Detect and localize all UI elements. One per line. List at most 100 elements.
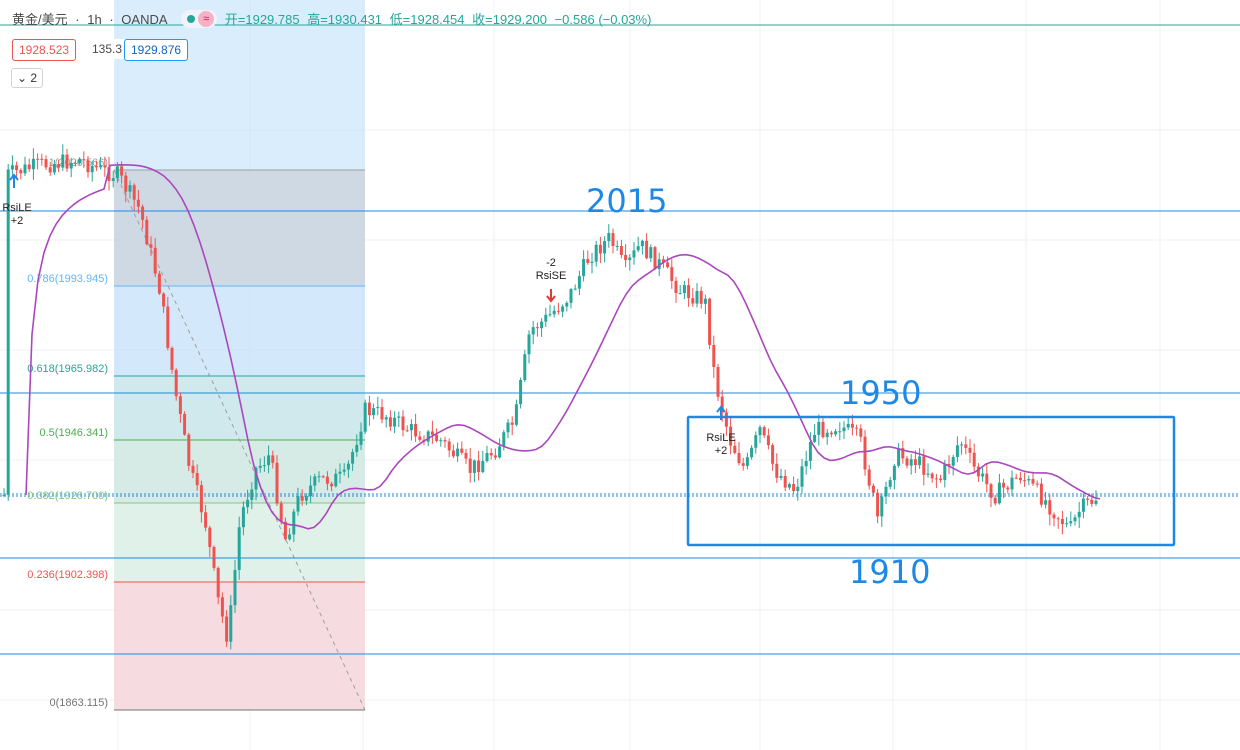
candle-body [855,427,859,429]
candle-body [1035,483,1039,485]
fib-retracement[interactable] [113,0,366,711]
candle-body [376,407,380,409]
candle-body [40,158,44,160]
candle-body [397,416,401,418]
candle-body [783,476,787,488]
candle-body [628,257,632,261]
candle-body [552,310,556,315]
candle-body [124,175,128,192]
market-status-toggle[interactable]: ≈ [181,9,218,28]
candle-body [481,461,485,473]
candle-body [615,246,619,248]
candle-body [531,327,535,335]
candle-body [65,154,69,169]
candle-body [716,367,720,397]
candle-body [128,185,132,192]
candle-body [372,408,376,416]
fib-zone-0618-05 [114,376,365,440]
candle-body [817,421,821,435]
candle-body [325,476,329,484]
candle-body [90,166,94,173]
candle-body [212,547,216,568]
candle-body [393,417,397,427]
candle-body [174,369,178,397]
candle-body [779,476,783,478]
candle-body [405,430,409,432]
candle-body [338,471,342,474]
range-box[interactable] [686,415,1176,547]
candle-body [241,507,245,528]
candle-body [691,298,695,304]
symbol-name[interactable]: 黄金/美元 [12,12,68,27]
candle-body [447,441,451,451]
candle-body [737,452,741,464]
candle-body [519,379,523,405]
candle-body [645,240,649,259]
candle-body [586,259,590,264]
candle-body [850,423,854,428]
candle-body [834,431,838,435]
bid-price-button[interactable]: 1928.523 [12,39,77,61]
candle-body [321,476,325,478]
candle-body [103,165,107,168]
candle-body [69,162,73,169]
candle-body [1069,521,1073,524]
candle-body [981,473,985,477]
annotation-1910: 1910 [849,553,930,591]
fib-label-0786: 0.786(1993.945) [27,273,108,285]
ohlc-open: 开=1929.785 [224,12,300,27]
candle-body [388,417,392,427]
price-annotations[interactable]: 2015 1950 1910 [586,182,930,591]
candle-body [720,396,724,413]
candle-body [498,446,502,458]
candle-body [1014,477,1018,479]
candle-body [443,440,447,442]
candle-body [523,354,527,380]
fib-zone-0786-0618 [114,286,365,376]
candle-body [640,240,644,247]
candle-body [309,485,313,497]
candle-body [918,456,922,466]
candle-body [464,452,468,459]
interval[interactable]: 1h [87,12,102,27]
fib-label-0: 0(1863.115) [49,697,108,709]
candle-body [346,463,350,470]
candle-body [775,463,779,478]
ask-price-button[interactable]: 1929.876 [124,39,189,61]
candle-body [149,244,153,248]
indicators-collapse-button[interactable]: ⌄ 2 [11,68,43,88]
candle-body [745,457,749,466]
candle-body [191,465,195,473]
candle-body [653,247,657,269]
candlesticks [2,144,1098,650]
candle-body [468,458,472,473]
candle-body [275,462,279,504]
candle-body [897,448,901,466]
candle-body [489,452,493,456]
candle-body [157,273,161,294]
fib-zone-05-0382 [114,440,365,503]
candle-body [1077,511,1081,518]
candle-body [10,165,14,170]
candle-body [262,465,266,467]
candle-body [792,484,796,492]
candle-body [741,463,745,466]
candle-body [729,426,733,446]
signal-rsile-2-value: +2 [715,445,728,457]
candle-body [52,164,56,173]
candle-body [208,527,212,548]
candle-body [876,492,880,517]
candle-body [401,416,405,431]
candle-body [153,247,157,274]
separator: · [75,12,80,27]
candle-body [86,160,90,173]
candle-body [657,259,661,269]
candle-body [901,448,905,459]
candle-body [220,597,224,617]
candle-body [1081,498,1085,512]
fib-label-05: 0.5(1946.341) [40,427,109,439]
candle-body [636,246,640,251]
rsi-signals: RsiLE +2 -2 RsiSE RsiLE +2 [2,173,736,457]
candle-body [1006,487,1010,490]
